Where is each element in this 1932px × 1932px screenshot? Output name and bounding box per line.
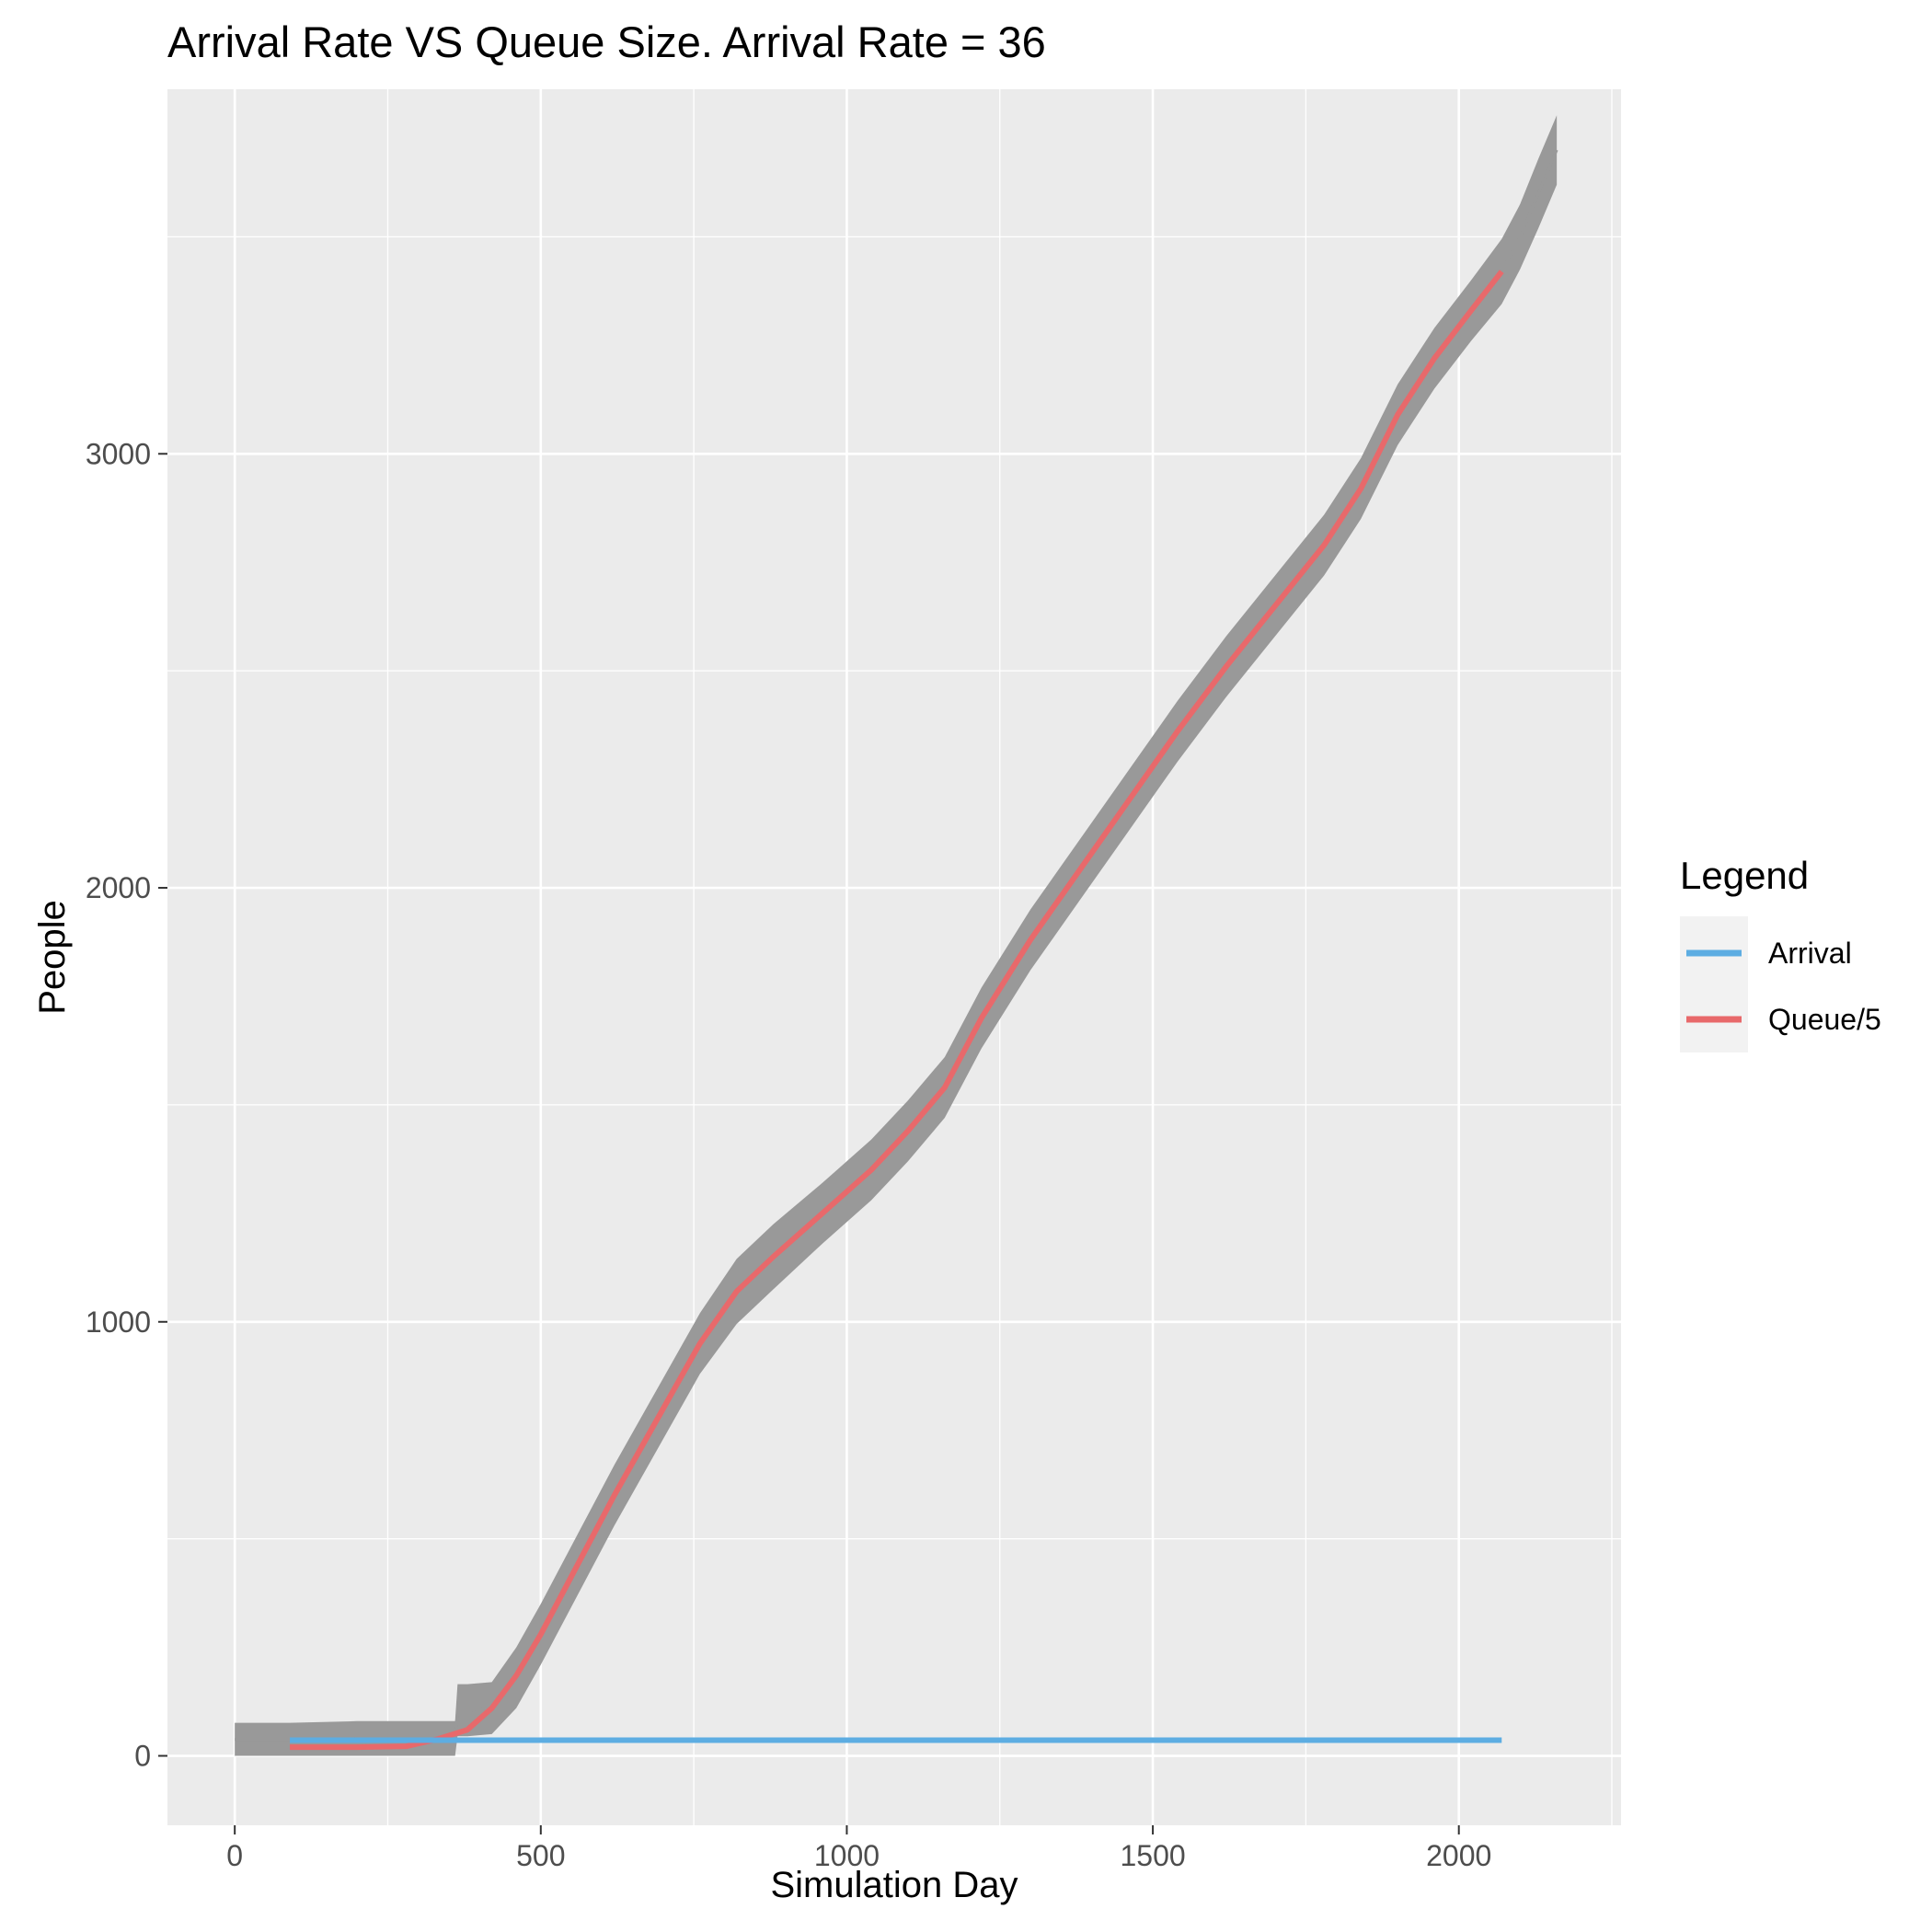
x-tick-label: 1000 (814, 1839, 880, 1872)
major-gridlines (167, 89, 1621, 1825)
y-tick-label: 0 (134, 1740, 151, 1773)
legend-label-queue: Queue/5 (1768, 1003, 1881, 1036)
x-tick-label: 2000 (1426, 1839, 1491, 1872)
plot-panel (167, 89, 1621, 1825)
x-tick-label: 0 (226, 1839, 243, 1872)
y-axis: 0 1000 2000 3000 (86, 437, 167, 1773)
series-line-queue-5 (290, 270, 1504, 1751)
x-tick-label: 1500 (1120, 1839, 1185, 1872)
series-lines (290, 270, 1504, 1751)
legend-title: Legend (1680, 854, 1809, 897)
y-tick-label: 3000 (86, 437, 151, 470)
x-tick-label: 500 (516, 1839, 565, 1872)
y-tick-label: 2000 (86, 871, 151, 904)
chart-title: Arrival Rate VS Queue Size. Arrival Rate… (167, 17, 1046, 66)
legend-label-arrival: Arrival (1768, 937, 1852, 970)
legend: Legend Arrival Queue/5 (1680, 854, 1881, 1052)
y-tick-label: 1000 (86, 1305, 151, 1339)
x-axis-title: Simulation Day (770, 1865, 1018, 1905)
x-axis: 0 500 1000 1500 2000 (226, 1825, 1491, 1872)
legend-key-background (1680, 916, 1748, 1052)
y-axis-title: People (32, 900, 73, 1015)
minor-gridlines (167, 89, 1621, 1825)
